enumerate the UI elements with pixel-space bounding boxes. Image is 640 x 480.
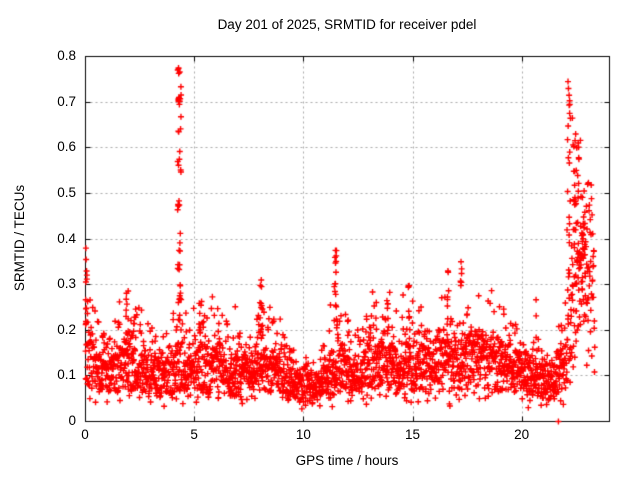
chart-title: Day 201 of 2025, SRMTID for receiver pde…: [217, 17, 477, 32]
y-tick-label: 0.3: [57, 276, 76, 292]
x-tick-label: 15: [404, 427, 421, 442]
y-tick-label: 0.5: [57, 184, 76, 200]
y-tick-label: 0.6: [57, 139, 76, 155]
x-tick-label: 5: [190, 427, 198, 442]
y-tick-label: 0.7: [57, 93, 76, 109]
x-tick-label: 10: [295, 427, 311, 442]
y-tick-label: 0.2: [57, 321, 76, 337]
x-tick-label: 20: [514, 427, 530, 442]
x-axis-label: GPS time / hours: [295, 453, 399, 468]
y-tick-label: 0.4: [57, 230, 76, 246]
y-tick-label: 0: [68, 413, 76, 428]
y-tick-label: 0.8: [57, 48, 76, 63]
x-tick-label: 0: [81, 427, 89, 442]
y-tick-label: 0.1: [57, 367, 76, 383]
